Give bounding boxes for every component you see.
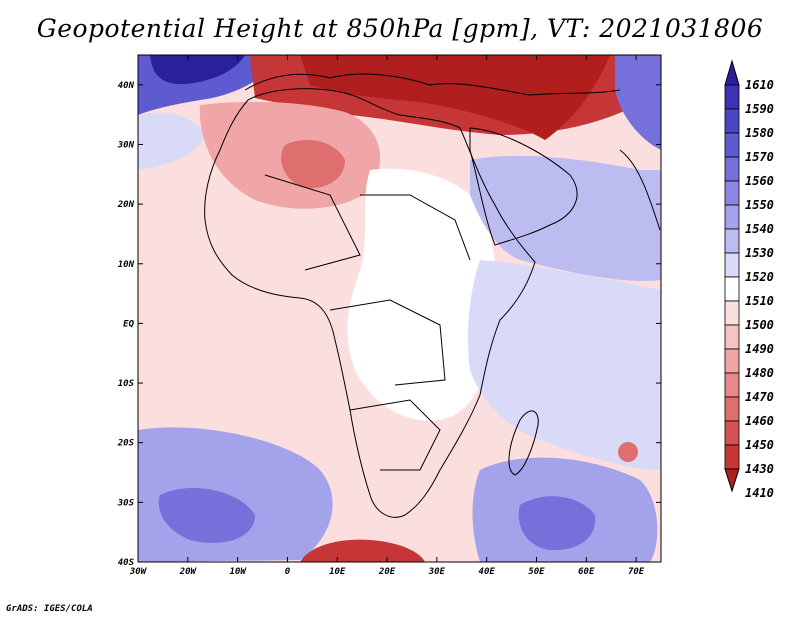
region-ne-blue bbox=[615, 55, 661, 150]
height-field bbox=[138, 55, 661, 562]
y-tick-label: 40N bbox=[118, 81, 135, 91]
colorbar-label: 1410 bbox=[745, 486, 774, 500]
colorbar-label: 1580 bbox=[745, 126, 774, 140]
colorbar-label: 1550 bbox=[745, 198, 774, 212]
colorbar-box bbox=[724, 228, 740, 254]
x-tick-label: 0 bbox=[285, 567, 291, 577]
colorbar-box bbox=[724, 276, 740, 302]
x-tick-label: 30W bbox=[129, 567, 148, 577]
colorbar-box bbox=[724, 108, 740, 134]
region-south-red bbox=[300, 539, 425, 562]
x-tick-label: 10W bbox=[229, 567, 247, 577]
colorbar-label: 1610 bbox=[745, 78, 774, 92]
colorbar-box bbox=[724, 396, 740, 422]
colorbar-box bbox=[724, 324, 740, 350]
y-tick-label: 20N bbox=[117, 200, 135, 210]
x-axis: 30W 20W 10W 0 10E 20E 30E 40E 50E 60E 70E bbox=[129, 55, 645, 577]
x-tick-label: 30E bbox=[428, 567, 446, 577]
colorbar-label: 1450 bbox=[745, 438, 774, 452]
plot-frame bbox=[137, 54, 662, 563]
colorbar-box bbox=[724, 348, 740, 374]
colorbar-label: 1570 bbox=[745, 150, 774, 164]
colorbar-label: 1520 bbox=[745, 270, 774, 284]
region-se-spot bbox=[618, 442, 638, 462]
arabia-coast bbox=[469, 127, 578, 246]
colorbar-label: 1590 bbox=[745, 102, 774, 116]
inner-border-3 bbox=[329, 299, 446, 386]
region-atlantic-blue bbox=[138, 112, 205, 170]
colorbar: 1610 1590 1580 1570 1560 1550 1540 1530 1520 1510… bbox=[724, 59, 774, 500]
colorbar-label: 1500 bbox=[745, 318, 774, 332]
colorbar-top-arrow bbox=[724, 59, 740, 86]
colorbar-box bbox=[724, 372, 740, 398]
y-tick-label: 30S bbox=[117, 498, 135, 508]
y-tick-label: 10S bbox=[118, 379, 135, 389]
colorbar-label: 1480 bbox=[745, 366, 774, 380]
x-tick-label: 20W bbox=[179, 567, 198, 577]
colorbar-label: 1490 bbox=[745, 342, 774, 356]
x-tick-label: 40E bbox=[479, 567, 496, 577]
inner-border-2 bbox=[360, 194, 471, 261]
colorbar-box bbox=[724, 420, 740, 446]
africa-coast bbox=[204, 88, 536, 518]
y-tick-label: 40S bbox=[118, 558, 135, 568]
colorbar-label: 1540 bbox=[745, 222, 774, 236]
region-se-core bbox=[518, 496, 596, 551]
y-tick-label: 10N bbox=[118, 260, 135, 270]
x-tick-label: 10E bbox=[329, 567, 346, 577]
colorbar-box bbox=[724, 84, 740, 110]
colorbar-label: 1510 bbox=[745, 294, 774, 308]
x-tick-label: 20E bbox=[378, 567, 396, 577]
x-tick-label: 60E bbox=[578, 567, 595, 577]
colorbar-box bbox=[724, 252, 740, 278]
region-nw-core bbox=[150, 55, 245, 85]
colorbar-bottom-arrow bbox=[724, 468, 740, 493]
colorbar-box bbox=[724, 204, 740, 230]
colorbar-label: 1560 bbox=[745, 174, 774, 188]
colorbar-label: 1430 bbox=[745, 462, 774, 476]
inner-border-1 bbox=[264, 174, 361, 271]
europe-coast bbox=[244, 73, 621, 96]
region-arabia-blue bbox=[470, 155, 661, 281]
colorbar-box bbox=[724, 444, 740, 470]
region-sw-core bbox=[158, 487, 255, 543]
x-tick-label: 70E bbox=[628, 567, 645, 577]
colorbar-box bbox=[724, 300, 740, 326]
colorbar-label: 1470 bbox=[745, 390, 774, 404]
region-indian-blue bbox=[468, 260, 661, 470]
colorbar-label: 1460 bbox=[745, 414, 774, 428]
colorbar-box bbox=[724, 180, 740, 206]
region-north-deep bbox=[300, 55, 610, 140]
region-sahara-core bbox=[281, 140, 345, 189]
y-axis: 40N 30N 20N 10N EQ 10S 20S 30S 40S bbox=[117, 81, 661, 568]
madagascar-coast bbox=[508, 410, 539, 476]
colorbar-label: 1530 bbox=[745, 246, 774, 260]
map-title: Geopotential Height at 850hPa [gpm], VT:… bbox=[36, 14, 764, 43]
y-tick-label: 20S bbox=[117, 439, 135, 449]
india-coast bbox=[619, 149, 661, 231]
colorbar-box bbox=[724, 132, 740, 158]
credit-label: GrADS: IGES/COLA bbox=[6, 604, 93, 614]
colorbar-box bbox=[724, 156, 740, 182]
y-tick-label: EQ bbox=[123, 319, 134, 329]
inner-border-4 bbox=[349, 399, 441, 471]
x-tick-label: 50E bbox=[528, 567, 545, 577]
y-tick-label: 30N bbox=[117, 140, 135, 150]
coastlines bbox=[204, 73, 661, 518]
